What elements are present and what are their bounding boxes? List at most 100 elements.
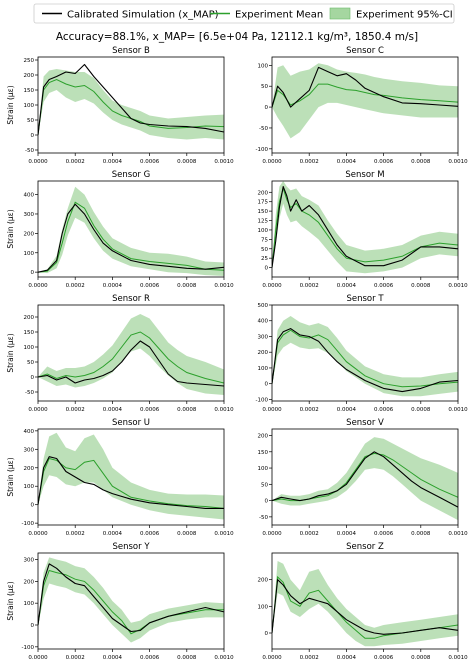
panel-sensor-m: Sensor M 0.0000 0.0002 0.0004 0.0006 0.0008 0.… [258,170,469,289]
panel-sensor-u: Sensor U 0.0000 0.0002 0.0004 0.0006 0.0008 0.… [6,418,234,537]
panel-title: Sensor M [345,170,384,180]
y-tick-label: 0 [265,266,269,272]
suptitle: Accuracy=88.1%, x_MAP= [6.5e+04 Pa, 1211… [56,31,418,43]
y-tick-label: 0 [31,375,35,381]
y-tick-label: 200 [258,190,269,196]
axes-frame [271,304,459,402]
y-tick-label: 400 [24,193,35,199]
ci-band [38,557,224,643]
x-tick-label: 0.0006 [140,655,160,661]
x-tick-label: 0.0008 [411,655,431,661]
y-tick-label: 0 [31,270,35,276]
x-tick-label: 0.0008 [177,283,197,289]
axes-frame [37,180,225,278]
ci-band [38,432,224,520]
panel-title: Sensor T [346,294,384,304]
panel-title: Sensor Z [346,542,384,552]
y-tick-label: 0 [265,631,269,637]
x-tick-label: 0.0002 [300,159,319,165]
x-tick-label: 0.0004 [337,159,357,165]
y-tick-label: 150 [258,209,269,215]
ci-band [272,181,458,274]
y-axis-label: Strain (με) [6,581,15,620]
y-tick-label: 200 [24,73,35,79]
y-tick-label: -50 [25,390,34,396]
x-tick-label: 0.0000 [262,283,282,289]
panel-title: Sensor C [346,46,384,56]
ci-band [272,316,458,397]
x-tick-label: 0.0000 [28,283,48,289]
x-tick-label: 0.0008 [177,407,197,413]
panel-title: Sensor G [112,170,150,180]
y-tick-label: 0 [31,503,35,509]
x-tick-label: 0.0006 [374,655,394,661]
x-tick-label: 0.0006 [374,531,394,537]
legend-label-band: Experiment 95%-CI [356,10,453,21]
mean-line [38,331,224,384]
panel-sensor-g: Sensor G 0.0000 0.0002 0.0004 0.0006 0.0008 0.… [6,170,234,289]
y-tick-label: 300 [24,558,35,564]
y-tick-label: 0 [31,133,35,139]
y-tick-label: 150 [24,88,35,94]
y-tick-label: 100 [258,63,269,69]
y-tick-label: 100 [258,466,269,472]
x-tick-label: 0.0000 [262,407,282,413]
axes-frame [271,180,459,278]
y-tick-label: 50 [261,482,268,488]
y-tick-label: 175 [258,200,269,206]
y-tick-label: 200 [258,578,269,584]
y-tick-label: -100 [256,147,269,153]
x-tick-label: 0.0010 [214,407,234,413]
y-tick-label: -100 [256,397,269,403]
y-tick-label: 100 [24,484,35,490]
legend: Calibrated Simulation (x_MAP) Experiment… [33,3,455,24]
panel-title: Sensor Y [112,542,150,552]
sim-line [38,340,224,387]
axes-frame [37,304,225,402]
x-tick-label: 0.0000 [262,159,282,165]
plot-area [38,432,224,520]
y-tick-label: 50 [261,84,268,90]
legend-label-mean: Experiment Mean [235,10,323,21]
ci-band [38,314,224,395]
x-tick-label: 0.0010 [448,407,468,413]
y-tick-label: -50 [259,515,268,521]
sim-line [38,63,224,136]
x-tick-label: 0.0002 [66,655,85,661]
axes-frame [37,552,225,650]
sim-line [272,66,458,108]
x-tick-label: 0.0004 [337,407,357,413]
panel-title: Sensor V [346,418,384,428]
x-tick-label: 0.0006 [374,283,394,289]
x-tick-label: 0.0000 [28,159,48,165]
x-tick-label: 0.0000 [28,407,48,413]
sim-line [272,186,458,268]
panel-sensor-y: Sensor Y 0.0000 0.0002 0.0004 0.0006 0.0008 0.… [6,542,234,661]
y-tick-label: 100 [24,345,35,351]
x-tick-label: 0.0004 [337,655,357,661]
x-tick-label: 0.0008 [411,283,431,289]
x-tick-label: 0.0002 [66,531,85,537]
plot-area [272,561,458,647]
x-tick-label: 0.0000 [28,531,48,537]
x-tick-label: 0.0002 [300,655,319,661]
x-tick-label: 0.0002 [300,283,319,289]
y-tick-label: 400 [258,319,269,325]
plot-area [38,186,224,276]
x-tick-label: 0.0004 [103,283,123,289]
y-tick-label: 25 [261,256,268,262]
x-tick-label: 0.0004 [337,283,357,289]
x-tick-label: 0.0002 [66,159,85,165]
y-tick-label: -100 [22,521,35,527]
y-tick-label: 200 [258,434,269,440]
y-tick-label: 100 [258,228,269,234]
x-tick-label: 0.0006 [374,159,394,165]
ci-band [38,69,224,140]
ci-band [272,561,458,647]
panel-title: Sensor R [112,294,150,304]
y-tick-label: 0 [265,382,269,388]
x-tick-label: 0.0002 [66,283,85,289]
y-tick-label: 200 [258,350,269,356]
sim-line [272,579,458,635]
